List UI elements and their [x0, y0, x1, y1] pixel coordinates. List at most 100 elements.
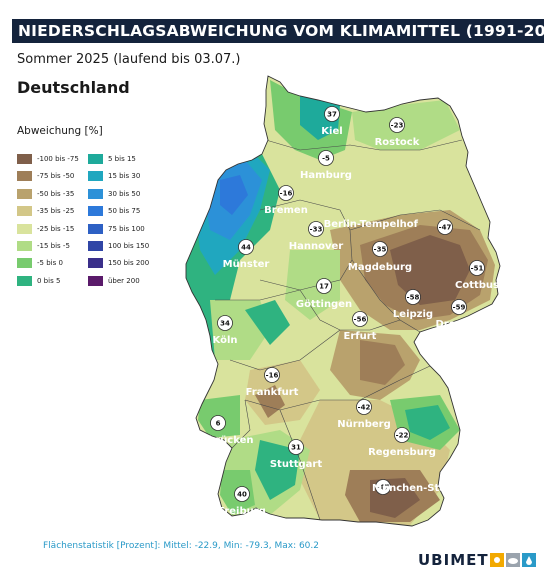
- legend-item: -50 bis -35: [17, 188, 74, 200]
- city-value: -16: [266, 372, 279, 380]
- city-marker: 44 Münster: [223, 239, 270, 270]
- city-name: Nürnberg: [337, 419, 391, 430]
- legend-label: -35 bis -25: [37, 207, 75, 216]
- city-marker: -35 Magdeburg: [348, 241, 412, 273]
- city-value: -59: [453, 304, 466, 312]
- city-value: -56: [354, 316, 367, 324]
- legend-label: 50 bis 75: [108, 207, 141, 216]
- city-value: -47: [377, 484, 390, 492]
- map-title: NIEDERSCHLAGSABWEICHUNG VOM KLIMAMITTEL …: [12, 19, 556, 43]
- city-value: 17: [319, 283, 329, 291]
- legend-label: -75 bis -50: [37, 172, 75, 181]
- legend-swatch: [88, 171, 103, 182]
- legend-swatch: [17, 171, 32, 182]
- city-name: Rostock: [375, 137, 420, 148]
- city-marker: 37 Kiel: [321, 106, 343, 137]
- city-value-circle: [437, 219, 453, 235]
- city-value-circle: [389, 117, 405, 133]
- city-value: -22: [396, 432, 409, 440]
- legend-swatch: [88, 206, 103, 217]
- city-value: 34: [220, 320, 230, 328]
- city-value-circle: [288, 439, 304, 455]
- city-name: Köln: [213, 335, 238, 346]
- city-name: Saarbrücken: [182, 435, 253, 446]
- city-value-circle: [356, 399, 372, 415]
- city-value: 44: [241, 244, 251, 252]
- legend-label: -25 bis -15: [37, 224, 75, 233]
- city-name: Stuttgart: [270, 459, 323, 470]
- legend-swatch: [17, 206, 32, 217]
- city-value: -5: [322, 155, 330, 163]
- city-marker: -56 Erfurt: [344, 311, 377, 342]
- legend-swatch: [17, 241, 32, 251]
- city-name: Leipzig: [393, 309, 433, 320]
- legend-swatch: [17, 154, 32, 164]
- city-marker: -22 Regensburg: [368, 427, 436, 458]
- ubimet-logo: UBIMET: [418, 551, 489, 569]
- city-value-circle: [352, 311, 368, 327]
- legend-swatch: [17, 275, 32, 286]
- legend-item: über 200: [88, 275, 140, 287]
- precipitation-field: [186, 76, 500, 526]
- legend-label: 150 bis 200: [108, 259, 150, 268]
- state-borders: [215, 139, 481, 521]
- city-value-circle: [372, 241, 388, 257]
- legend-item: 150 bis 200: [88, 257, 149, 269]
- legend-swatch: [88, 241, 103, 251]
- city-marker: -58 Leipzig: [393, 289, 433, 320]
- legend-swatch: [88, 154, 103, 164]
- legend-label: über 200: [108, 276, 140, 285]
- city-name: Hannover: [289, 241, 344, 252]
- legend-label: -100 bis -75: [37, 155, 79, 163]
- city-value-circle: [375, 479, 391, 495]
- city-value-circle: [405, 289, 421, 305]
- legend-label: -50 bis -35: [37, 189, 75, 198]
- city-value-circle: [316, 278, 332, 294]
- legend-swatch: [17, 188, 32, 199]
- legend-label: 75 bis 100: [108, 224, 145, 233]
- city-value-circle: [324, 106, 340, 122]
- city-name: München-Stadt: [372, 483, 458, 494]
- region-label: Deutschland: [17, 78, 130, 97]
- legend-label: -5 bis 0: [37, 259, 63, 268]
- city-value-circle: [308, 221, 324, 237]
- city-marker: 17 Göttingen: [296, 278, 352, 310]
- legend-item: -15 bis -5: [17, 240, 70, 252]
- legend-item: 50 bis 75: [88, 205, 140, 217]
- city-value-circle: [217, 315, 233, 331]
- legend-swatch: [88, 275, 103, 286]
- city-marker: -33 Hannover: [289, 221, 344, 252]
- city-value-circle: [318, 150, 334, 166]
- legend-swatch: [88, 258, 103, 269]
- city-value: -58: [407, 294, 420, 302]
- city-marker: -59 Dresden: [435, 299, 483, 330]
- city-name: Freiburg: [218, 506, 266, 517]
- legend-item: 75 bis 100: [88, 223, 145, 235]
- legend-swatch: [88, 223, 103, 234]
- city-value: 6: [216, 420, 221, 428]
- city-value: -51: [471, 265, 484, 273]
- city-value: 40: [237, 491, 247, 499]
- city-marker: 6 Saarbrücken: [182, 415, 254, 446]
- legend: -100 bis -75 -75 bis -50 -50 bis -35 -35 bi…: [17, 153, 177, 293]
- legend-item: 5 bis 15: [88, 153, 136, 165]
- legend-title: Abweichung [%]: [17, 125, 103, 137]
- city-value-circle: [469, 260, 485, 276]
- city-name: Münster: [223, 259, 270, 270]
- city-value-circle: [264, 367, 280, 383]
- city-value: -47: [439, 224, 452, 232]
- legend-item: -5 bis 0: [17, 257, 63, 269]
- city-value-circle: [394, 427, 410, 443]
- city-name: Göttingen: [296, 299, 352, 310]
- city-name: Erfurt: [344, 331, 377, 342]
- legend-swatch: [17, 223, 32, 234]
- map-subtitle: Sommer 2025 (laufend bis 03.07.): [17, 52, 241, 67]
- legend-item: 0 bis 5: [17, 275, 60, 287]
- legend-item: -100 bis -75: [17, 153, 79, 165]
- legend-item: -25 bis -15: [17, 223, 74, 235]
- city-value-circle: [210, 415, 226, 431]
- legend-item: 15 bis 30: [88, 170, 140, 182]
- city-name: Berlin-Tempelhof: [324, 219, 419, 230]
